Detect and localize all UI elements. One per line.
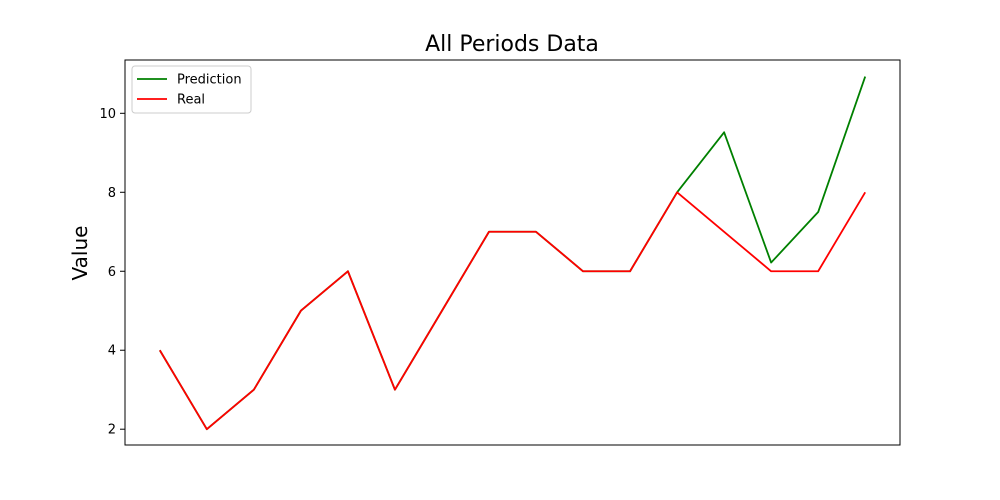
legend: Prediction Real [131, 65, 252, 114]
y-tick-label: 10 [99, 107, 116, 122]
plot-frame [124, 59, 901, 446]
series-line-real [159, 191, 866, 431]
y-tick-label: 8 [108, 186, 116, 201]
legend-label-real: Real [177, 93, 205, 108]
y-tick-label: 4 [108, 344, 116, 359]
y-tick-label: 2 [108, 423, 116, 438]
legend-label-prediction: Prediction [177, 73, 242, 88]
series-lines [159, 76, 867, 431]
y-axis-ticks: 2 4 6 8 10 [99, 107, 125, 438]
y-axis-label: Value [68, 226, 92, 281]
chart-title: All Periods Data [425, 32, 599, 57]
y-tick-label: 6 [108, 265, 116, 280]
legend-box [131, 65, 252, 114]
series-line-prediction [159, 76, 867, 431]
